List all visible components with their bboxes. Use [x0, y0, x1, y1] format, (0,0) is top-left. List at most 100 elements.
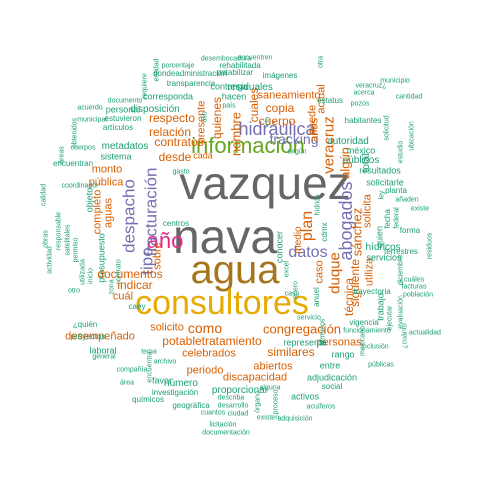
word-poblacion: facturas [401, 283, 427, 291]
word-personas: personas [316, 336, 362, 349]
word-disposicion: disposición [130, 104, 180, 115]
word-cuanto: servicio [297, 314, 321, 322]
word-relacion: relación [148, 125, 192, 139]
word-documento: requiere [141, 73, 149, 99]
word-contrato: zona [108, 279, 116, 295]
word-articulos: artículos [102, 123, 134, 132]
word-servicios: quien [374, 225, 385, 249]
word-servicio: términos [319, 318, 327, 346]
word-vazquez: vazquez [179, 157, 351, 209]
word-documentacion: licitación [209, 421, 237, 429]
word-ano: año [146, 228, 184, 253]
word-informe: diciembre [397, 254, 405, 286]
word-ciudad: describa [217, 394, 245, 402]
word-cada: cada [193, 150, 213, 161]
word-licitacion: químicos [131, 395, 165, 404]
word-sobre: sobre [151, 242, 164, 270]
word-favor: total [361, 153, 372, 173]
word-excel: centros [162, 219, 190, 228]
word-adjudicacion: proporcionar [211, 385, 269, 396]
word-proporcionar: número [164, 378, 198, 389]
word-saneamiento: saneamiento [257, 89, 321, 102]
word-congregacion: congregación [262, 321, 342, 337]
word-organo: cuantos [200, 409, 226, 417]
word-ubicacion: fecha [383, 209, 392, 229]
word-copia: copia [265, 101, 295, 115]
word-publicos: autoridad [327, 136, 369, 147]
word-entidad: porcentaje [161, 62, 195, 70]
word-personal: personal [105, 104, 141, 115]
word-celebrados: celebrados [182, 347, 236, 360]
word-periodo: periodo [186, 364, 224, 377]
word-anuel: caso [284, 290, 300, 298]
word-estatus: documento [107, 97, 143, 105]
word-como: como [187, 320, 223, 336]
word-cdmx: anuel [312, 287, 321, 307]
word-residuos: terrestres [384, 247, 418, 256]
word-encuentren: desembocadura [200, 55, 252, 63]
word-rango: adjudicación [306, 372, 358, 383]
word-compania: general [92, 353, 116, 361]
word-laboral: activos [290, 391, 320, 402]
word-otro: contrato [115, 259, 123, 285]
word-responsable: satelitales [64, 224, 72, 256]
word-ley: federal [393, 207, 401, 229]
word-aguas: aguas [102, 198, 115, 228]
word-medio: medio [293, 226, 304, 254]
word-proceso: órgano [254, 391, 262, 413]
word-trabajo: trayectoria [353, 287, 391, 296]
word-quien-q: laboral [89, 345, 117, 356]
word-social: públicas [368, 361, 394, 369]
word-otra: según [287, 148, 307, 156]
word-porcentaje: imágenes [262, 71, 298, 80]
word-similares: similares [267, 345, 315, 359]
word-tecnica: técnica [342, 277, 356, 317]
word-pais: uso [201, 111, 209, 123]
word-solicitarle: resultados [359, 165, 401, 176]
word-permiso: utilizada [79, 259, 87, 285]
word-diciembre: ¿cuánto [401, 323, 409, 349]
word-imagenes: transparencia [166, 79, 216, 88]
word-encuentra: área [119, 379, 135, 387]
word-facturas: ¿cuáles [399, 276, 425, 284]
word-cuantos: existen [256, 414, 280, 422]
word-datos: datos [288, 244, 328, 261]
word-terminos: adquisición [277, 415, 313, 423]
word-discapacidad: discapacidad [222, 371, 288, 384]
word-potabletratamiento: potabletratamiento [162, 334, 262, 348]
word-inclusion: vigencia [349, 318, 379, 327]
word-desarrollo: ciudad [227, 410, 249, 418]
word-activos: entre [319, 360, 341, 371]
word-potabilizar: dondeadministración [153, 69, 227, 78]
word-solicito: solicito [150, 321, 184, 334]
word-despacho: despacho [119, 179, 139, 253]
word-encuentran: cuerpos [70, 144, 96, 152]
word-inicio: otro [67, 287, 81, 295]
word-anos: años [308, 118, 321, 142]
word-acerca: veracruz¿ [355, 82, 387, 90]
word-entre: representa [283, 337, 327, 348]
word-residuales: residuales [227, 82, 273, 93]
word-caso: caso [313, 260, 326, 284]
word-requiere: entidad [153, 58, 161, 82]
word-nava: nava [172, 211, 278, 264]
word-enero: excel [283, 260, 291, 278]
word-abiertos: abiertos [253, 360, 293, 373]
word-metadatos: metadatos [101, 141, 149, 152]
word-archivo: encuentra [146, 351, 154, 383]
word-mexico: públicos [342, 155, 380, 166]
word-desde: desde [158, 150, 192, 164]
word-representa: rango [331, 349, 355, 360]
word-duque: duque [326, 252, 344, 294]
word-estudio: cantidad [395, 93, 423, 101]
word-objeto: presupuesto [96, 233, 107, 283]
word-municipio: acerca [353, 89, 375, 97]
word-acuerdo: municipal [77, 116, 107, 124]
word-respecto: respecto [148, 111, 196, 125]
word-fecha: ley [378, 190, 386, 200]
word-anaden: planta [385, 186, 407, 195]
word-publicas: inclusión [361, 343, 389, 351]
word-cuerpo: cuerpo [258, 114, 296, 128]
word-contenga: contenga [210, 81, 248, 92]
